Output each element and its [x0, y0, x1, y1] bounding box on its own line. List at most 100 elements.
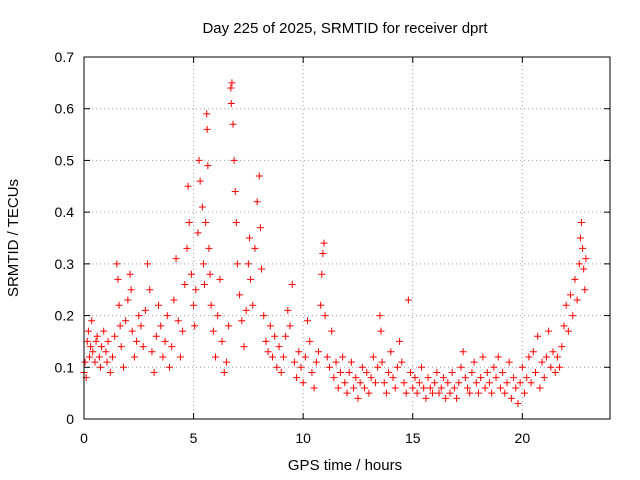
data-point	[569, 312, 577, 320]
data-point	[116, 322, 124, 330]
data-point	[377, 327, 385, 335]
data-point	[581, 286, 589, 294]
data-point	[266, 322, 274, 330]
data-point	[203, 110, 211, 118]
data-point	[450, 384, 458, 392]
x-tick-label: 5	[190, 430, 198, 446]
data-point	[415, 379, 423, 387]
data-point	[380, 379, 388, 387]
data-point	[181, 281, 189, 289]
data-point	[104, 337, 112, 345]
data-point	[573, 296, 581, 304]
data-point	[290, 358, 298, 366]
data-point	[111, 332, 119, 340]
data-point	[391, 384, 399, 392]
data-point	[288, 281, 296, 289]
data-point	[536, 384, 544, 392]
data-point	[207, 301, 215, 309]
data-point	[422, 394, 430, 402]
data-point	[310, 384, 318, 392]
x-tick-label: 15	[405, 430, 421, 446]
y-axis-label: SRMTID / TECUs	[5, 179, 22, 297]
data-point	[488, 389, 496, 397]
data-point	[461, 374, 469, 382]
data-point	[358, 363, 366, 371]
data-point	[516, 379, 524, 387]
data-point	[293, 374, 301, 382]
data-point	[141, 306, 149, 314]
data-point	[127, 286, 135, 294]
data-point	[161, 337, 169, 345]
data-point	[297, 363, 305, 371]
data-point	[85, 353, 93, 361]
data-point	[477, 374, 485, 382]
data-point	[442, 394, 450, 402]
data-point	[483, 368, 491, 376]
data-point	[323, 353, 331, 361]
data-point	[159, 353, 167, 361]
data-point	[334, 384, 342, 392]
y-tick-label: 0.4	[55, 204, 75, 220]
data-point	[102, 348, 110, 356]
data-point	[144, 260, 152, 268]
y-tick-label: 0.3	[55, 256, 75, 272]
data-point	[531, 368, 539, 376]
data-point	[229, 120, 237, 128]
data-point	[318, 270, 326, 278]
data-point	[501, 389, 509, 397]
data-point	[407, 368, 415, 376]
data-point	[295, 348, 303, 356]
data-point	[374, 363, 382, 371]
data-point	[275, 343, 283, 351]
data-point	[113, 260, 121, 268]
data-point	[251, 244, 259, 252]
data-point	[100, 327, 108, 335]
data-point	[496, 384, 504, 392]
data-point	[382, 389, 390, 397]
data-point	[255, 172, 263, 180]
data-point	[242, 306, 250, 314]
data-point	[514, 399, 522, 407]
data-point	[148, 348, 156, 356]
y-tick-label: 0.6	[55, 101, 75, 117]
data-point	[472, 379, 480, 387]
data-point	[510, 374, 518, 382]
data-point	[212, 353, 219, 361]
data-point	[231, 187, 239, 195]
data-point	[204, 162, 212, 170]
data-point	[404, 296, 412, 304]
data-point	[485, 379, 493, 387]
data-point	[306, 337, 314, 345]
data-point	[93, 332, 101, 340]
data-point	[284, 306, 292, 314]
x-tick-label: 20	[515, 430, 531, 446]
data-point	[187, 270, 195, 278]
data-point	[527, 379, 535, 387]
data-point	[321, 312, 329, 320]
data-point	[232, 218, 240, 226]
data-point	[428, 389, 436, 397]
data-point	[575, 260, 583, 268]
axis-ticks: 0 0.1 0.2 0.3 0.4 0.5 0.6 0.7 0 5 10 15 20	[55, 49, 610, 446]
data-point	[205, 244, 213, 252]
data-point	[490, 363, 498, 371]
data-point	[304, 317, 312, 325]
data-point	[146, 286, 154, 294]
data-point	[319, 250, 327, 258]
data-point	[128, 327, 136, 335]
data-point	[525, 353, 533, 361]
data-point	[538, 358, 546, 366]
data-point	[227, 100, 235, 108]
data-point	[124, 296, 132, 304]
data-point	[253, 198, 261, 206]
data-point	[426, 384, 434, 392]
data-point	[564, 327, 572, 335]
data-point	[499, 368, 507, 376]
data-point	[198, 203, 206, 211]
data-point	[320, 239, 328, 247]
data-point	[492, 374, 500, 382]
data-point	[505, 358, 513, 366]
data-point	[582, 255, 590, 263]
data-point	[470, 358, 478, 366]
